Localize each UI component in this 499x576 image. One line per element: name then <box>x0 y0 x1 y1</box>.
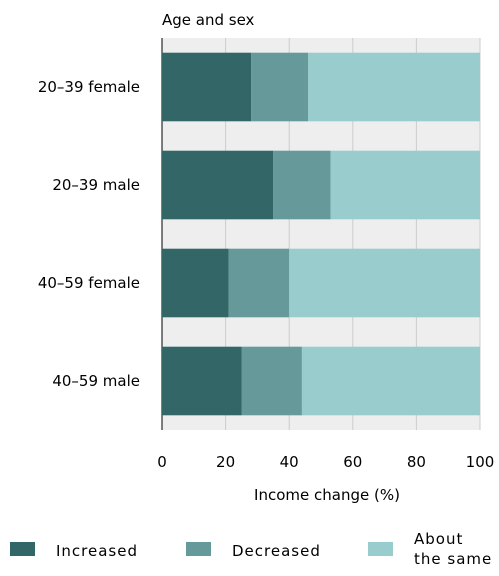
legend-swatch <box>186 542 211 556</box>
legend-label: About the same <box>414 530 492 568</box>
category-label: 20–39 female <box>38 78 140 96</box>
y-axis-title: Age and sex <box>162 11 255 29</box>
x-tick-label: 60 <box>343 453 362 471</box>
bar-segment <box>162 52 252 122</box>
x-tick-label: 20 <box>216 453 235 471</box>
bar-segment <box>228 248 290 318</box>
bar-segment <box>273 150 331 220</box>
legend: Increased Decreased About the same <box>10 530 492 568</box>
bar-segment <box>289 248 480 318</box>
x-tick-label: 40 <box>280 453 299 471</box>
bar-segment <box>330 150 480 220</box>
x-tick-label: 0 <box>157 453 167 471</box>
bars-group <box>162 52 480 416</box>
legend-label: Increased <box>56 542 138 560</box>
bar-segment <box>308 52 480 122</box>
x-tick-label: 100 <box>466 453 495 471</box>
category-label: 20–39 male <box>52 176 140 194</box>
legend-label: Decreased <box>232 542 321 560</box>
legend-swatch <box>10 542 35 556</box>
bar-segment <box>301 346 480 416</box>
bar-segment <box>162 150 274 220</box>
category-label: 40–59 female <box>38 274 140 292</box>
legend-swatch <box>368 542 393 556</box>
bar-segment <box>241 346 302 416</box>
category-label: 40–59 male <box>52 372 140 390</box>
x-tick-label: 80 <box>407 453 426 471</box>
x-axis-label: Income change (%) <box>254 486 400 504</box>
x-tick-labels: 0 20 40 60 80 100 <box>157 453 494 471</box>
bar-segment <box>162 346 242 416</box>
bar-segment <box>251 52 309 122</box>
category-labels: 20–39 female 20–39 male 40–59 female 40–59 … <box>38 78 140 390</box>
bar-segment <box>162 248 229 318</box>
